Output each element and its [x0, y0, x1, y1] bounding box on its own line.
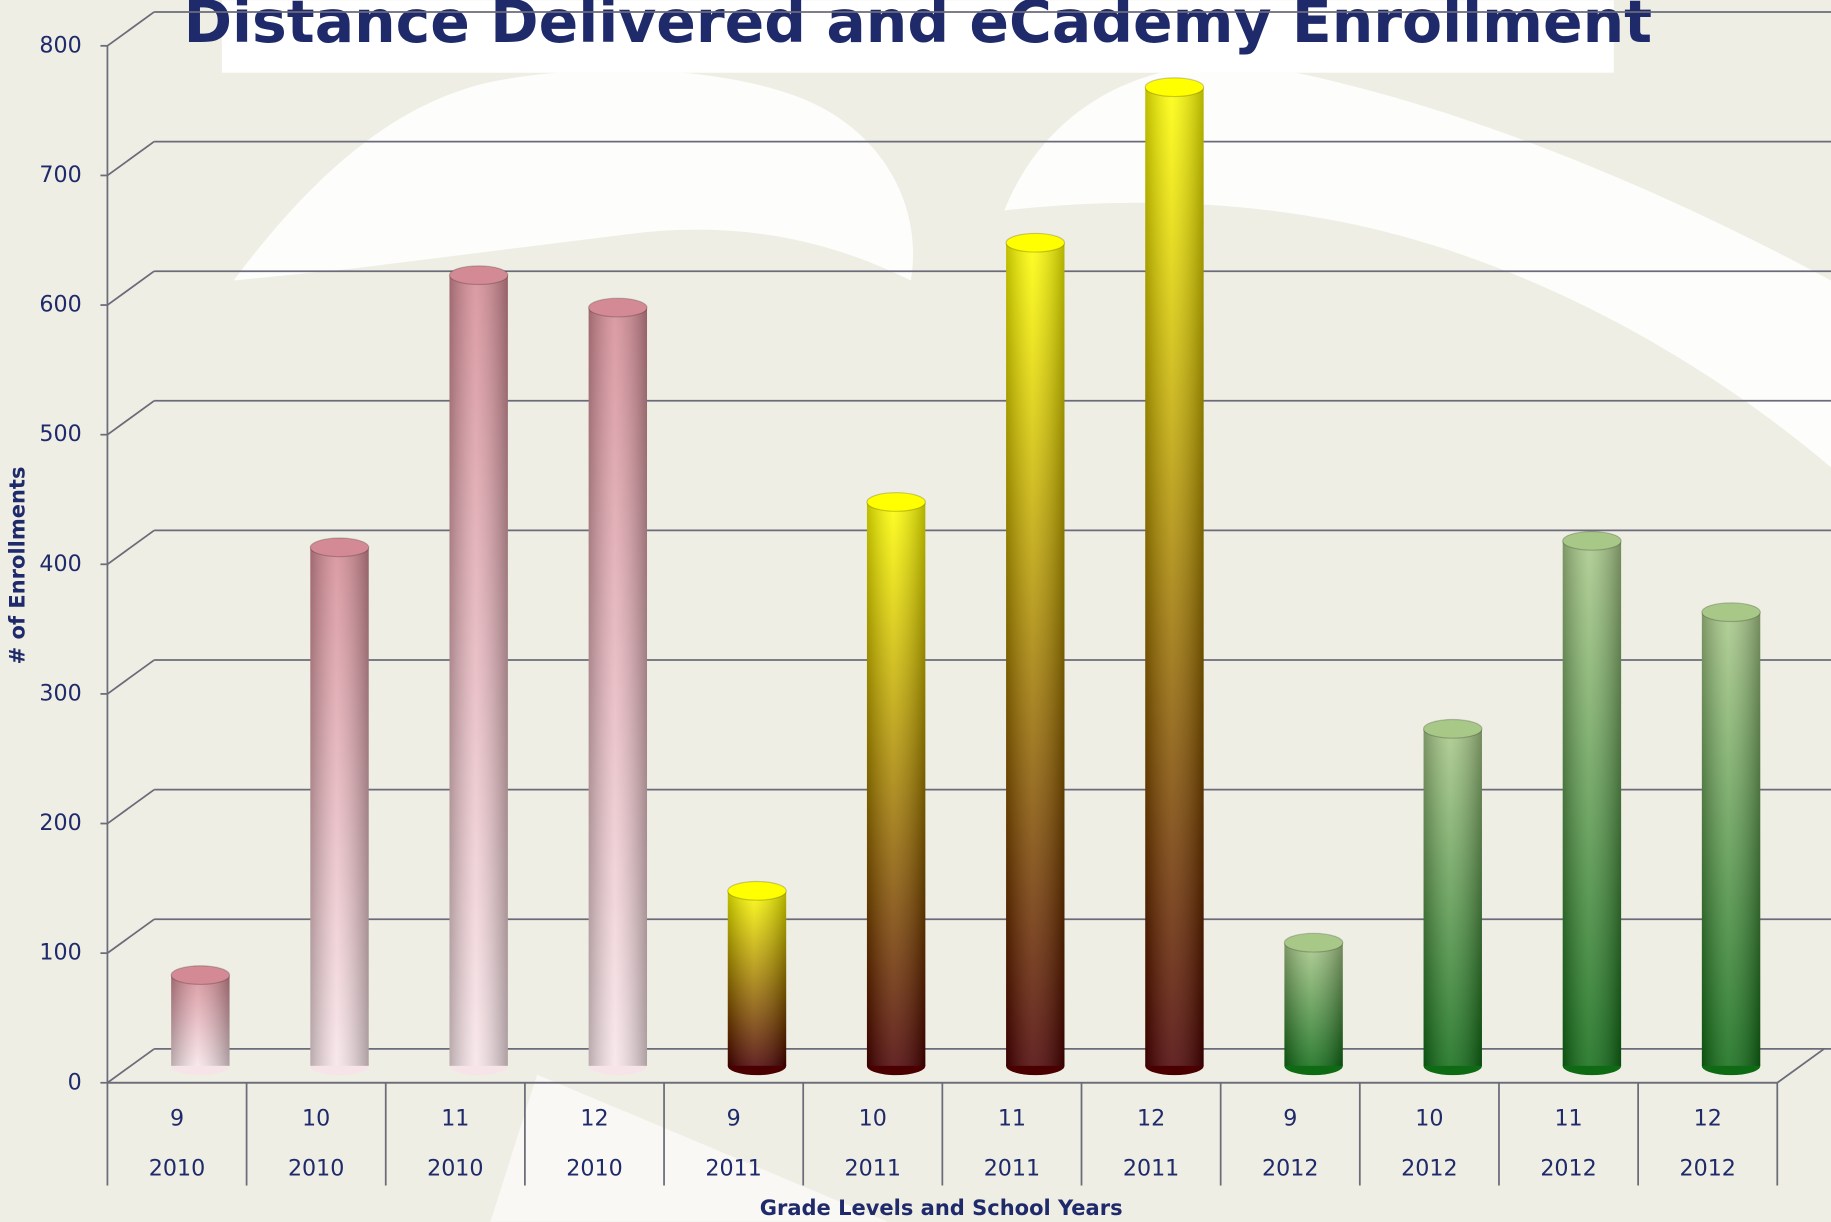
x-tick-label: 12: [1137, 1105, 1165, 1131]
x-group-label: 2010: [149, 1156, 205, 1182]
bar-top: [1424, 719, 1482, 738]
x-tick-label: 12: [1694, 1105, 1722, 1131]
y-tick-label: 800: [39, 32, 81, 58]
x-tick-label: 9: [170, 1105, 184, 1131]
bar-top: [589, 298, 647, 317]
x-group-label: 2010: [566, 1156, 622, 1182]
bar-top: [867, 493, 925, 512]
y-axis-label: # of Enrollments: [5, 467, 30, 665]
y-tick-label: 500: [39, 421, 81, 447]
x-group-label: 2011: [1123, 1156, 1179, 1182]
bar-top: [728, 882, 786, 901]
bar-top: [310, 538, 368, 557]
bar-shade: [1702, 612, 1760, 1066]
bar-top: [1702, 603, 1760, 622]
bar-top: [1563, 532, 1621, 551]
y-tick-label: 400: [39, 551, 81, 577]
bar-top: [1145, 78, 1203, 97]
x-tick-label: 11: [998, 1105, 1026, 1131]
y-tick-label: 600: [39, 292, 81, 318]
bar-top: [171, 966, 229, 985]
x-tick-label: 11: [1554, 1105, 1582, 1131]
bar-shade: [1284, 943, 1342, 1066]
x-group-label: 2011: [845, 1156, 901, 1182]
bar-top: [1284, 933, 1342, 952]
page: Distance Delivered and eCademy Enrollmen…: [0, 0, 1831, 1222]
bar-top: [449, 266, 507, 285]
x-tick-label: 9: [727, 1105, 741, 1131]
bar-shade: [1006, 243, 1064, 1066]
x-tick-label: 11: [441, 1105, 469, 1131]
x-group-label: 2011: [705, 1156, 761, 1182]
bar-top: [1006, 233, 1064, 252]
y-tick-label: 200: [39, 810, 81, 836]
bar-shade: [867, 502, 925, 1066]
chart: Distance Delivered and eCademy Enrollmen…: [0, 0, 1831, 1222]
y-tick-label: 0: [68, 1069, 82, 1095]
bar-shade: [1145, 87, 1203, 1066]
bar-shade: [1424, 729, 1482, 1066]
x-group-label: 2012: [1540, 1156, 1596, 1182]
y-tick-label: 700: [39, 162, 81, 188]
x-group-label: 2012: [1679, 1156, 1735, 1182]
bar-shade: [310, 547, 368, 1065]
x-tick-label: 10: [302, 1105, 330, 1131]
bar-shade: [728, 891, 786, 1066]
y-tick-label: 300: [39, 680, 81, 706]
y-tick-label: 100: [39, 940, 81, 966]
x-tick-label: 10: [1415, 1105, 1443, 1131]
bar-shade: [171, 975, 229, 1066]
bar-shade: [449, 275, 507, 1066]
bar-shade: [589, 308, 647, 1066]
x-tick-label: 9: [1283, 1105, 1297, 1131]
x-group-label: 2010: [427, 1156, 483, 1182]
x-group-label: 2012: [1262, 1156, 1318, 1182]
x-group-label: 2012: [1401, 1156, 1457, 1182]
x-axis-label: Grade Levels and School Years: [760, 1195, 1123, 1220]
x-tick-label: 12: [580, 1105, 608, 1131]
x-group-label: 2011: [984, 1156, 1040, 1182]
x-group-label: 2010: [288, 1156, 344, 1182]
bar-shade: [1563, 541, 1621, 1066]
x-tick-label: 10: [859, 1105, 887, 1131]
chart-title: Distance Delivered and eCademy Enrollmen…: [184, 0, 1652, 56]
